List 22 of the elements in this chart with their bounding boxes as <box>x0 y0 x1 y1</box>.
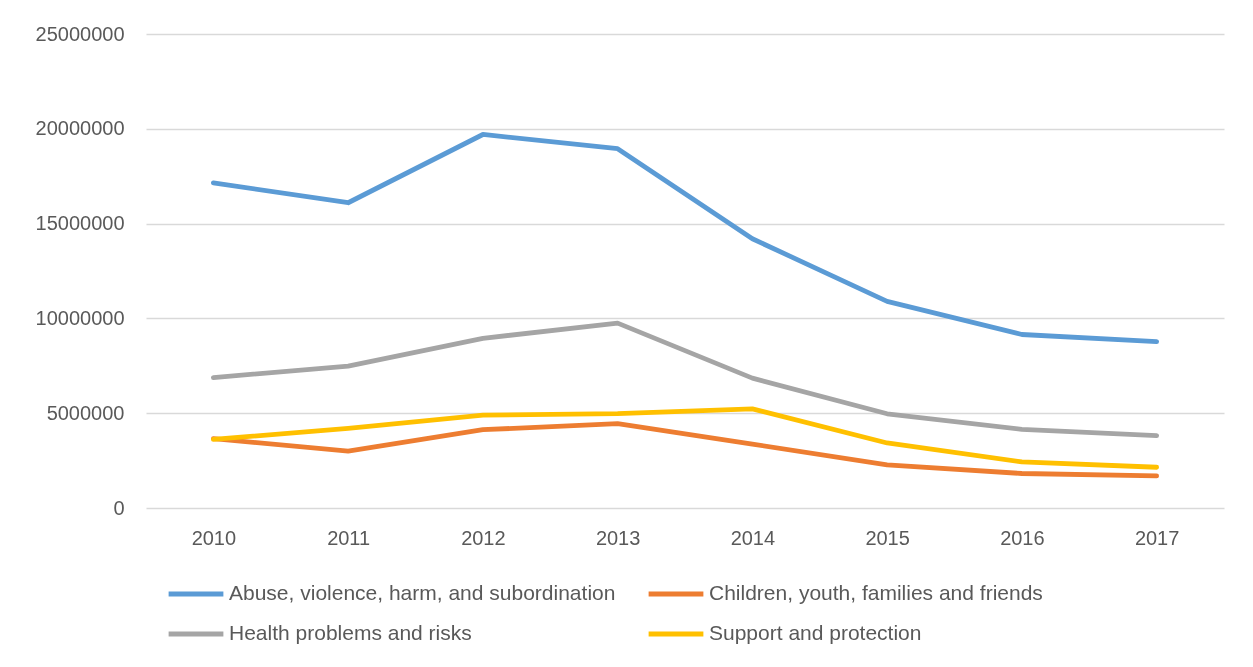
line-series <box>210 406 1160 470</box>
x-tick-label: 2017 <box>1134 526 1180 549</box>
line-series <box>210 132 1160 344</box>
y-tick-label: 15000000 <box>35 212 125 235</box>
y-tick-label: 20000000 <box>35 117 125 140</box>
legend-label: Abuse, violence, harm, and subordination <box>229 581 616 604</box>
y-tick-label: 0 <box>113 496 125 519</box>
x-tick-label: 2010 <box>191 526 237 549</box>
legend-label: Health problems and risks <box>229 621 472 644</box>
y-tick-label: 10000000 <box>35 306 125 329</box>
y-tick-label: 25000000 <box>35 22 125 45</box>
y-tick-label: 5000000 <box>46 401 125 424</box>
x-tick-label: 2014 <box>730 526 776 549</box>
legend-label: Children, youth, families and friends <box>709 581 1043 604</box>
x-tick-label: 2011 <box>327 526 371 549</box>
legend-label: Support and protection <box>709 621 922 644</box>
line-series <box>210 421 1160 479</box>
x-tick-label: 2013 <box>595 526 641 549</box>
x-tick-label: 2015 <box>865 526 910 549</box>
x-tick-label: 2012 <box>461 526 506 549</box>
x-tick-label: 2016 <box>1000 526 1045 549</box>
line-series <box>210 320 1160 438</box>
